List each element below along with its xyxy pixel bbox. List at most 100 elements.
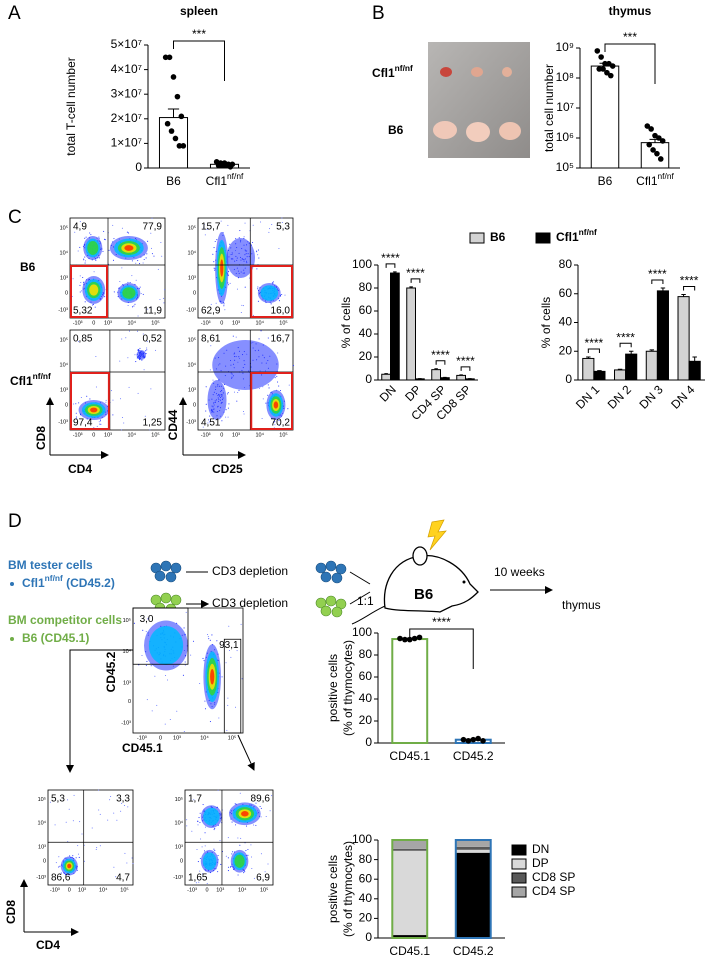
event-dot bbox=[133, 305, 135, 307]
density bbox=[273, 401, 279, 409]
y-tick-label: 4×10⁷ bbox=[111, 62, 142, 76]
error-bar bbox=[660, 287, 666, 291]
event-dot bbox=[252, 224, 254, 226]
event-dot bbox=[113, 238, 115, 240]
panel-label: A bbox=[8, 3, 21, 24]
y-tick-label: 5×10⁷ bbox=[111, 37, 142, 51]
event-dot bbox=[95, 356, 97, 358]
y-tick-label: 40 bbox=[359, 326, 373, 340]
event-dot bbox=[199, 682, 201, 684]
x-tick-label: DN 1 bbox=[573, 382, 602, 411]
flow-tick-label: 10⁵ bbox=[279, 319, 287, 326]
event-dot bbox=[149, 306, 151, 308]
event-dot bbox=[79, 291, 81, 293]
event-dot bbox=[112, 399, 114, 401]
y-tick-label: 0 bbox=[565, 372, 572, 386]
legend-label: DN bbox=[532, 842, 549, 856]
event-dot bbox=[270, 303, 272, 305]
legend-label: Cfl1nf/nf bbox=[556, 227, 597, 244]
error-bar bbox=[586, 356, 591, 359]
gate-value: 93,1 bbox=[219, 640, 239, 651]
event-dot bbox=[112, 224, 114, 226]
event-dot bbox=[209, 421, 211, 423]
event-dot bbox=[124, 852, 126, 854]
event-dot bbox=[214, 827, 216, 830]
event-dot bbox=[109, 799, 111, 801]
significance-bracket bbox=[435, 360, 446, 365]
event-dot bbox=[268, 231, 270, 233]
flow-tick-label: -10³ bbox=[186, 419, 196, 425]
event-dot bbox=[260, 330, 262, 332]
event-dot bbox=[169, 719, 171, 721]
gate bbox=[223, 638, 242, 734]
quadrant-value: 89,6 bbox=[251, 794, 271, 805]
event-dot bbox=[259, 805, 261, 808]
flow-tick-label: 10³ bbox=[175, 844, 183, 850]
event-dot bbox=[236, 400, 238, 402]
event-dot bbox=[72, 820, 74, 822]
legend-label: CD8 SP bbox=[532, 870, 575, 884]
event-dot bbox=[237, 874, 239, 876]
data-point bbox=[654, 150, 660, 157]
event-dot bbox=[226, 729, 228, 731]
event-dot bbox=[250, 844, 252, 846]
event-dot bbox=[225, 662, 227, 664]
y-tick-label: 100 bbox=[352, 625, 372, 639]
event-dot bbox=[104, 296, 106, 298]
y-tick-label: 40 bbox=[559, 315, 573, 329]
data-point bbox=[172, 135, 179, 142]
flow-tick-label: 0 bbox=[205, 887, 208, 893]
event-dot bbox=[252, 314, 254, 316]
error-bar bbox=[409, 286, 413, 288]
event-dot bbox=[228, 625, 230, 627]
diagram-label: 1:1 bbox=[357, 594, 374, 608]
event-dot bbox=[225, 409, 227, 411]
event-dot bbox=[220, 863, 222, 866]
bullet bbox=[10, 582, 14, 586]
flow-tick-label: 10³ bbox=[216, 887, 224, 893]
arrow bbox=[66, 649, 133, 773]
bar bbox=[391, 638, 429, 744]
y-axis-label: % of cells bbox=[339, 297, 353, 348]
significance-label: *** bbox=[192, 27, 206, 41]
event-dot bbox=[203, 226, 205, 228]
event-dot bbox=[241, 304, 243, 306]
quadrant-value: 97,4 bbox=[73, 418, 93, 429]
event-dot bbox=[228, 403, 230, 405]
bar bbox=[625, 353, 638, 381]
y-tick-label: 10⁹ bbox=[556, 40, 575, 54]
event-dot bbox=[183, 731, 185, 733]
flow-tick-label: 10³ bbox=[104, 432, 112, 438]
event-dot bbox=[256, 251, 258, 253]
event-dot bbox=[90, 234, 92, 236]
flow-tick-label: 10⁴ bbox=[238, 886, 247, 893]
mouse bbox=[383, 554, 479, 613]
diagram-label: B6 (CD45.1) bbox=[22, 631, 89, 645]
event-dot bbox=[201, 846, 203, 848]
event-dot bbox=[253, 877, 255, 879]
event-dot bbox=[129, 282, 131, 284]
event-dot bbox=[198, 881, 200, 883]
event-dot bbox=[126, 231, 128, 233]
event-dot bbox=[217, 854, 219, 857]
event-dot bbox=[146, 253, 148, 255]
event-dot bbox=[123, 804, 125, 806]
flow-tick-label: 0 bbox=[92, 432, 95, 438]
chart-title: spleen bbox=[180, 4, 218, 18]
flow-tick-label: 10⁵ bbox=[60, 224, 68, 231]
event-dot bbox=[274, 377, 276, 379]
event-dot bbox=[115, 876, 117, 878]
event-dot bbox=[261, 418, 263, 420]
event-dot bbox=[76, 869, 78, 871]
event-dot bbox=[119, 360, 121, 362]
y-tick-label: 100 bbox=[352, 257, 372, 271]
bar bbox=[590, 65, 620, 169]
event-dot bbox=[228, 649, 230, 651]
error-bar bbox=[434, 368, 438, 370]
event-dot bbox=[55, 862, 57, 864]
y-tick-label: 80 bbox=[359, 280, 373, 294]
event-dot bbox=[267, 863, 269, 865]
event-dot bbox=[145, 631, 147, 633]
